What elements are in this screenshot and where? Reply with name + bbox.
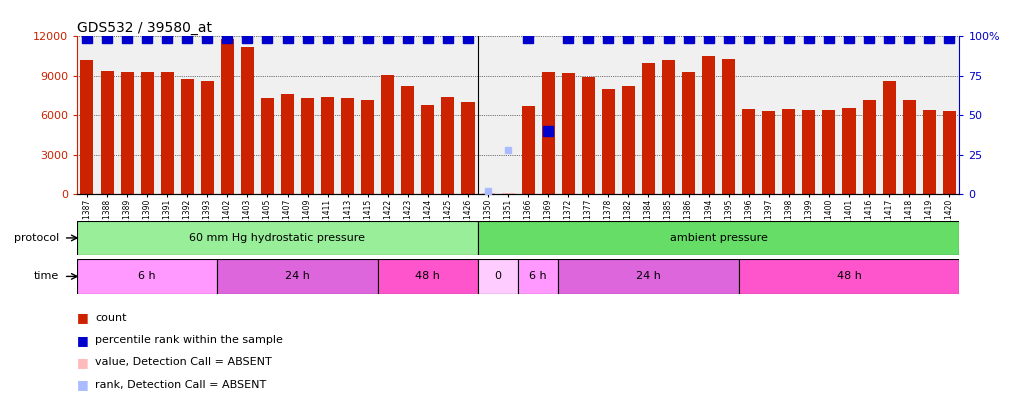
- Bar: [882, 81, 896, 194]
- Bar: [201, 81, 213, 194]
- Bar: [422, 105, 434, 194]
- Text: value, Detection Call = ABSENT: value, Detection Call = ABSENT: [95, 358, 272, 367]
- Bar: [77, 259, 218, 294]
- Bar: [802, 110, 816, 194]
- Bar: [321, 97, 334, 194]
- Bar: [181, 79, 194, 194]
- Bar: [221, 39, 234, 194]
- Bar: [382, 75, 394, 194]
- Text: protocol: protocol: [14, 233, 60, 243]
- Bar: [722, 59, 736, 194]
- Bar: [762, 111, 776, 194]
- Text: ■: ■: [77, 311, 88, 324]
- Text: 6 h: 6 h: [139, 271, 156, 281]
- Bar: [77, 221, 478, 255]
- Bar: [481, 193, 495, 194]
- Text: 48 h: 48 h: [416, 271, 440, 281]
- Bar: [361, 100, 374, 194]
- Bar: [582, 77, 595, 194]
- Text: 24 h: 24 h: [636, 271, 661, 281]
- Bar: [261, 98, 274, 194]
- Text: percentile rank within the sample: percentile rank within the sample: [95, 335, 283, 345]
- Text: ambient pressure: ambient pressure: [670, 233, 767, 243]
- Bar: [702, 56, 715, 194]
- Text: ■: ■: [77, 334, 88, 347]
- Bar: [378, 259, 478, 294]
- Text: ■: ■: [77, 356, 88, 369]
- Bar: [141, 72, 154, 194]
- Bar: [903, 100, 915, 194]
- Bar: [101, 71, 114, 194]
- Bar: [542, 72, 555, 194]
- Bar: [622, 86, 635, 194]
- Bar: [301, 98, 314, 194]
- Bar: [462, 102, 474, 194]
- Bar: [281, 94, 294, 194]
- Bar: [863, 100, 875, 194]
- Bar: [558, 259, 739, 294]
- Bar: [401, 86, 415, 194]
- Bar: [121, 72, 133, 194]
- Bar: [218, 259, 378, 294]
- Bar: [739, 259, 959, 294]
- Text: rank, Detection Call = ABSENT: rank, Detection Call = ABSENT: [95, 380, 267, 390]
- Bar: [502, 193, 515, 194]
- Text: 48 h: 48 h: [836, 271, 862, 281]
- Text: time: time: [34, 271, 60, 281]
- Bar: [922, 110, 936, 194]
- Bar: [478, 259, 518, 294]
- Bar: [823, 110, 835, 194]
- Text: 6 h: 6 h: [529, 271, 547, 281]
- Bar: [80, 60, 93, 194]
- Text: GDS532 / 39580_at: GDS532 / 39580_at: [77, 21, 212, 35]
- Bar: [521, 106, 535, 194]
- Text: ■: ■: [77, 378, 88, 391]
- Bar: [642, 63, 655, 194]
- Bar: [518, 259, 558, 294]
- Bar: [562, 73, 575, 194]
- Bar: [943, 111, 956, 194]
- Bar: [241, 47, 253, 194]
- Bar: [682, 72, 695, 194]
- Bar: [783, 109, 795, 194]
- Bar: [478, 221, 959, 255]
- Bar: [441, 97, 455, 194]
- Bar: [662, 60, 675, 194]
- Text: 0: 0: [495, 271, 502, 281]
- Bar: [602, 89, 615, 194]
- Bar: [342, 98, 354, 194]
- Bar: [742, 109, 755, 194]
- Text: count: count: [95, 313, 127, 323]
- Bar: [842, 108, 856, 194]
- Bar: [161, 72, 173, 194]
- Text: 24 h: 24 h: [285, 271, 310, 281]
- Text: 60 mm Hg hydrostatic pressure: 60 mm Hg hydrostatic pressure: [190, 233, 365, 243]
